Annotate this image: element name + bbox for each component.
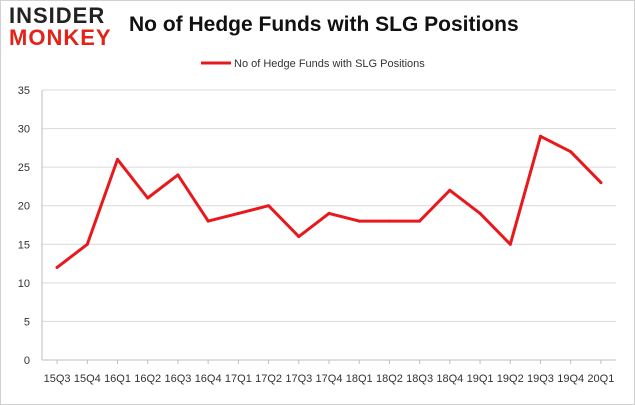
chart-title: No of Hedge Funds with SLG Positions [129, 13, 519, 36]
data-point [418, 219, 422, 223]
y-tick-labels: 0 5 10 15 20 25 30 35 [18, 85, 30, 367]
x-tick-label: 17Q1 [225, 373, 252, 385]
y-tick-label: 0 [24, 355, 30, 367]
data-point [267, 204, 271, 208]
data-point [176, 173, 180, 177]
y-tick-label: 10 [18, 278, 30, 290]
insider-monkey-logo: INSIDER MONKEY [9, 5, 119, 51]
logo-line-monkey: MONKEY [9, 25, 112, 50]
x-tick-label: 15Q4 [74, 373, 101, 385]
legend: No of Hedge Funds with SLG Positions [201, 58, 425, 70]
x-tick-label: 17Q3 [285, 373, 312, 385]
y-tick-label: 30 [18, 124, 30, 136]
x-tick-label: 16Q1 [104, 373, 131, 385]
x-tick-label: 17Q2 [255, 373, 282, 385]
data-point [478, 211, 482, 215]
x-tick-label: 18Q4 [436, 373, 463, 385]
data-point [538, 134, 542, 138]
data-point [327, 211, 331, 215]
data-point [146, 196, 150, 200]
data-point [448, 188, 452, 192]
x-tick-labels: 15Q3 15Q4 16Q1 16Q2 16Q3 16Q4 17Q1 17Q2 17Q3 17Q4… [44, 373, 615, 385]
x-tick-label: 15Q3 [44, 373, 71, 385]
data-point [357, 219, 361, 223]
legend-label: No of Hedge Funds with SLG Positions [234, 58, 425, 70]
y-tick-label: 15 [18, 239, 30, 251]
data-point [206, 219, 210, 223]
data-point [599, 181, 603, 185]
x-tick-label: 19Q2 [497, 373, 524, 385]
x-tick-label: 19Q1 [467, 373, 494, 385]
data-point [569, 150, 573, 154]
y-tick-label: 25 [18, 162, 30, 174]
series-lines [55, 134, 603, 269]
x-tick-label: 19Q3 [527, 373, 554, 385]
data-point [387, 219, 391, 223]
logo-line-insider: INSIDER [9, 3, 106, 28]
x-tick-label: 18Q1 [346, 373, 373, 385]
data-point [85, 242, 89, 246]
x-tick-label: 16Q4 [195, 373, 222, 385]
x-tick-label: 18Q3 [406, 373, 433, 385]
data-point [116, 157, 120, 161]
y-tick-label: 5 [24, 316, 30, 328]
series-line [55, 134, 603, 269]
data-point [297, 235, 301, 239]
x-tick-label: 20Q1 [587, 373, 614, 385]
data-point [508, 242, 512, 246]
y-tick-label: 20 [18, 201, 30, 213]
x-tick-label: 17Q4 [316, 373, 343, 385]
axes [41, 90, 616, 364]
data-point [55, 265, 59, 269]
data-point [236, 211, 240, 215]
y-tick-label: 35 [18, 85, 30, 97]
grid-lines [42, 89, 616, 322]
x-tick-label: 18Q2 [376, 373, 403, 385]
x-tick-label: 16Q3 [164, 373, 191, 385]
x-tick-label: 19Q4 [557, 373, 584, 385]
x-tick-label: 16Q2 [134, 373, 161, 385]
